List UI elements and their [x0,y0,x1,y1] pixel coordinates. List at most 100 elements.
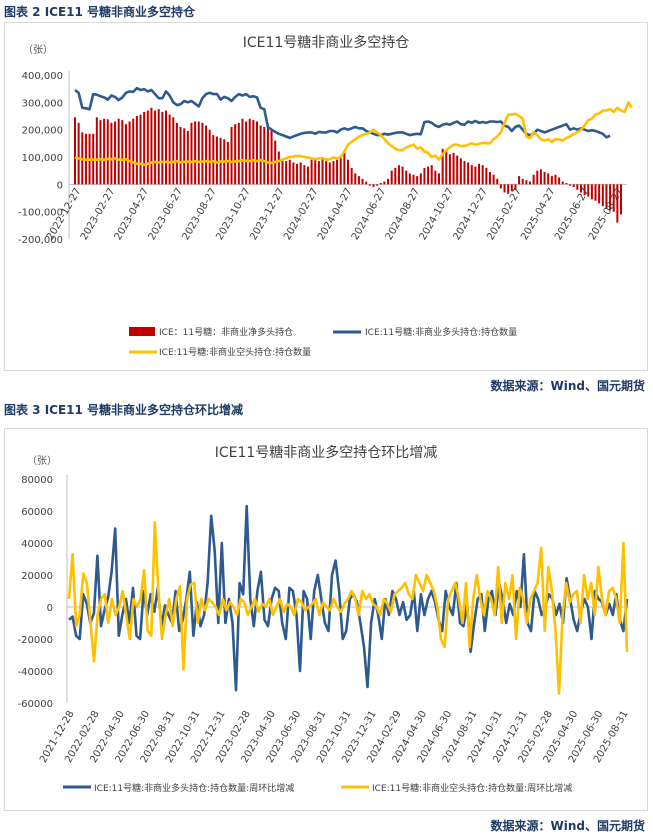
net-long-bar [201,122,204,185]
net-long-bar [437,173,441,185]
chart2-y-tick: 0 [47,603,53,614]
net-long-bar [175,122,178,185]
net-long-bar [579,184,582,193]
net-long-bar [572,184,575,188]
net-long-bar [186,131,189,185]
net-long-bar [390,170,393,185]
net-long-bar [183,128,186,185]
chart1-svg: ICE11号糖非商业多空持仓 （张） 400,000 300,000 200,000 10… [18,34,633,358]
net-long-bar [103,118,106,185]
net-long-bar [368,184,371,186]
net-long-bar [590,184,593,200]
chart1-x-tick: 2025-02-27 [485,186,524,242]
net-long-bar [328,162,331,185]
net-long-bar [405,170,408,185]
legend-short-label: ICE:11号糖:非商业空头持仓:持仓数量 [159,346,311,358]
chart2-unit-label: （张） [27,455,57,467]
net-long-bar [277,151,280,185]
net-long-bar [164,110,168,185]
net-long-bar [434,170,437,185]
chart1-y-tick: 400,000 [22,71,63,82]
net-long-bar [114,121,117,185]
chart2-y-tick: -20000 [18,635,53,646]
net-long-bar [452,152,455,185]
net-long-bar [496,178,499,185]
net-long-bar [237,122,240,185]
net-long-bar [565,182,568,185]
net-long-bar [357,176,360,185]
net-long-bar [194,121,197,185]
net-long-bar [518,176,521,185]
net-long-bar [288,159,291,185]
chart1-y-tick: 100,000 [22,153,63,164]
net-long-bar [99,120,102,185]
net-long-bar [259,125,262,185]
net-long-bar [539,169,542,185]
chart1-x-tick: 2024-04-27 [316,186,355,242]
net-long-bar [205,125,208,185]
net-long-bar [536,170,539,185]
net-long-bar [95,117,98,185]
chart1-y-tick: -100,000 [18,208,63,219]
net-long-bar [77,122,80,185]
short-change-line [67,520,629,695]
chart1-x-tick: 2023-04-27 [113,186,152,242]
chart1-x-tick: 2024-10-27 [418,186,457,242]
net-long-bar [336,159,339,185]
net-long-bar [463,161,466,185]
net-long-bar [292,162,295,185]
net-long-bar [379,182,382,185]
chart1-x-tick: 2023-08-27 [181,186,220,242]
net-long-bar [488,172,491,185]
net-long-bar [190,122,193,185]
net-long-bar [339,157,342,185]
net-long-bar [230,126,233,185]
net-long-bar [394,167,397,185]
net-long-bar [346,159,350,185]
net-long-bar [528,181,532,185]
net-long-bar [208,129,211,185]
net-long-bar [121,120,124,185]
net-long-bar [285,161,288,185]
net-long-bar [135,116,138,185]
net-long-bar [179,126,182,185]
net-long-bar [401,166,404,185]
net-long-bar [616,184,619,223]
net-long-bar [306,166,309,185]
net-long-bar [161,111,164,185]
net-long-bar [270,129,273,185]
net-long-bar [569,184,572,186]
net-long-bar [245,121,248,185]
net-long-bar [128,121,131,185]
net-long-bar [507,184,510,194]
figure2-caption: 图表 3 ICE11 号糖非商业多空持仓环比增减 [4,403,244,417]
net-long-bar [448,154,451,185]
chart2-svg: ICE11号糖非商业多空持仓环比增减 （张） 80000 60000 40000 2000… [18,444,631,794]
net-long-bar [445,151,448,185]
net-long-bar [419,173,422,185]
net-long-bar [325,161,328,185]
net-long-bar [441,148,444,185]
net-long-bar [354,173,357,185]
chart2-y-tick: -40000 [18,667,53,678]
chart2-y-tick: 60000 [21,507,53,518]
net-long-bar [594,184,597,201]
net-long-bar [561,181,564,185]
net-long-bar [499,184,502,189]
net-long-bar [73,117,77,185]
chart2-panel: ICE11号糖非商业多空持仓环比增减 （张） 80000 60000 40000 2000… [4,428,648,811]
net-long-bar [558,177,561,185]
legend-net-label: ICE：11号糖：非商业净多头持仓 [159,326,293,338]
net-long-bar [427,166,430,185]
net-long-bar [383,181,386,185]
net-long-bar [248,118,251,185]
legend-long-change-label: ICE:11号糖:非商业多头持仓:持仓数量:周环比增减 [94,782,294,794]
net-long-bar [124,124,127,185]
chart1-x-tick: 2024-08-27 [384,186,423,242]
chart1-x-tick: 2023-10-27 [214,186,253,242]
net-long-bar [376,184,379,186]
chart1-unit-label: （张） [23,44,53,56]
net-long-bar [281,159,284,185]
chart1-x-tick: 2023-12-27 [248,186,287,242]
net-long-bar [146,110,149,185]
